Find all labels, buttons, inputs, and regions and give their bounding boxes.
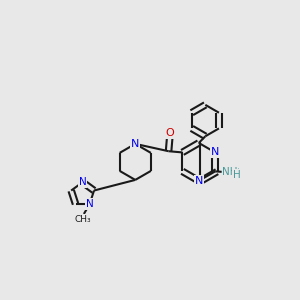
Text: NH: NH [223,167,238,177]
Text: H: H [232,170,240,180]
Text: N: N [195,176,203,186]
Text: CH₃: CH₃ [74,214,91,224]
Text: O: O [165,128,174,138]
Text: H: H [233,172,241,182]
Text: N: N [86,199,94,209]
Text: NH: NH [224,167,240,178]
Text: N: N [79,177,86,187]
Text: N: N [131,139,140,149]
Text: N: N [211,147,219,158]
